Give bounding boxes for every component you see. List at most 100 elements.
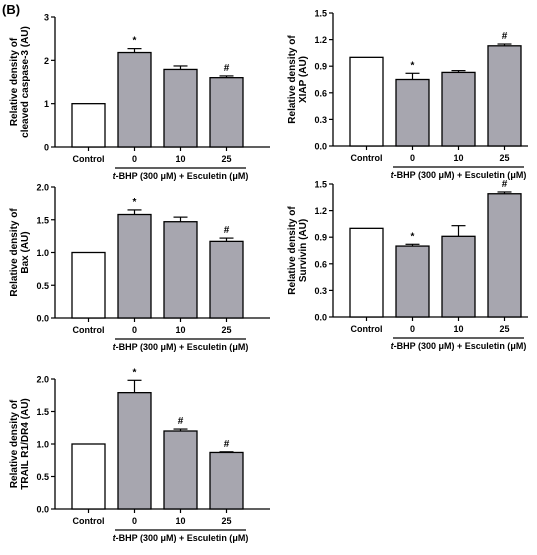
chart-panel-4: 0.0 0.5 1.0 1.5 2.0 Relative density of TRAIL … <box>9 367 270 543</box>
significance-hash: # <box>224 63 230 74</box>
treatment-label-part: μ <box>161 171 167 181</box>
x-tick-label: 25 <box>221 154 231 164</box>
y-tick-label: 0.5 <box>36 281 49 291</box>
treatment-label-part: M) + Esculetin ( <box>166 171 232 181</box>
treatment-label-part: M) <box>238 342 249 352</box>
significance-hash: # <box>224 439 230 450</box>
x-tick-label: 0 <box>410 153 415 163</box>
treatment-label-part: μ <box>232 533 238 543</box>
treatment-label-part: t <box>113 533 117 543</box>
x-tick-label: 10 <box>175 154 185 164</box>
y-tick-label: 1 <box>44 99 49 109</box>
x-tick-label: Control <box>351 324 383 334</box>
y-tick-label: 1.5 <box>314 9 327 19</box>
y-tick-label: 0.5 <box>36 472 49 482</box>
panel-label: (B) <box>2 2 20 17</box>
y-tick-label: 2 <box>44 56 49 66</box>
treatment-label-part: t <box>391 341 395 351</box>
x-tick-label: 10 <box>175 325 185 335</box>
y-axis-label: cleaved caspase-3 (AU) <box>20 26 31 138</box>
y-axis-label: Relative density of <box>9 208 20 297</box>
x-tick-label: 0 <box>132 516 137 526</box>
y-axis-label: Bax (AU) <box>20 231 31 273</box>
significance-hash: # <box>224 225 230 236</box>
y-axis-label: XIAP (AU) <box>298 56 309 103</box>
treatment-label-part: M) + Esculetin ( <box>166 342 232 352</box>
x-tick-label: Control <box>73 516 105 526</box>
y-tick-label: 2.0 <box>36 375 49 385</box>
chart-panel-2: 0.0 0.5 1.0 1.5 2.0 Relative density of Bax (A… <box>9 183 270 352</box>
y-tick-label: 0.6 <box>314 259 327 269</box>
treatment-label-part: M) <box>238 533 249 543</box>
significance-hash: # <box>502 31 508 42</box>
x-tick-label: 25 <box>499 324 509 334</box>
bar-25 <box>487 45 522 147</box>
treatment-label: t-BHP (300 μM) + Esculetin (μM) <box>113 533 249 543</box>
y-tick-label: 0.3 <box>314 115 327 125</box>
y-tick-label: 0.9 <box>314 233 327 243</box>
treatment-label-part: M) + Esculetin ( <box>166 533 232 543</box>
treatment-label-part: M) <box>238 171 249 181</box>
x-tick-label: 25 <box>499 153 509 163</box>
chart-panel-3: 0.0 0.3 0.6 0.9 1.2 1.5 Relative density of Sur… <box>287 179 528 351</box>
treatment-label: t-BHP (300 μM) + Esculetin (μM) <box>113 342 249 352</box>
x-tick-label: Control <box>351 153 383 163</box>
y-tick-label: 1.2 <box>314 35 327 45</box>
y-tick-label: 0.3 <box>314 286 327 296</box>
bar-25 <box>209 240 244 319</box>
bar-0 <box>117 213 152 319</box>
x-tick-label: 0 <box>132 325 137 335</box>
bar-0 <box>395 78 430 147</box>
bar-25 <box>209 77 244 148</box>
bar-0 <box>117 51 152 148</box>
treatment-label-part: -BHP (300 <box>116 533 161 543</box>
bar-Control <box>71 443 106 510</box>
y-tick-label: 3 <box>44 13 49 23</box>
y-axis-label: Survivin (AU) <box>298 219 309 282</box>
treatment-label-part: M) <box>516 170 527 180</box>
y-tick-label: 0 <box>44 143 49 153</box>
x-tick-label: 0 <box>132 154 137 164</box>
significance-hash: # <box>178 416 184 427</box>
y-tick-label: 0.0 <box>314 313 327 323</box>
y-tick-label: 1.5 <box>314 180 327 190</box>
y-tick-label: 1.0 <box>36 440 49 450</box>
treatment-label-part: t <box>113 171 117 181</box>
significance-star: * <box>411 60 415 71</box>
treatment-label-part: t <box>391 170 395 180</box>
bar-Control <box>349 56 384 147</box>
treatment-label: t-BHP (300 μM) + Esculetin (μM) <box>113 171 249 181</box>
treatment-label-part: -BHP (300 <box>116 171 161 181</box>
significance-star: * <box>411 231 415 242</box>
x-tick-label: 0 <box>410 324 415 334</box>
y-axis-label: Relative density of <box>9 399 20 488</box>
treatment-label: t-BHP (300 μM) + Esculetin (μM) <box>391 170 527 180</box>
bar-25 <box>209 451 244 510</box>
y-axis-label: Relative density of <box>9 37 20 126</box>
y-tick-label: 0.9 <box>314 62 327 72</box>
significance-hash: # <box>502 179 508 190</box>
y-tick-label: 1.0 <box>36 248 49 258</box>
x-tick-label: 25 <box>221 325 231 335</box>
treatment-label-part: μ <box>232 342 238 352</box>
y-tick-label: 0.0 <box>36 314 49 324</box>
bar-10 <box>163 221 198 319</box>
bar-0 <box>117 391 152 510</box>
x-tick-label: Control <box>73 154 105 164</box>
y-tick-label: 1.5 <box>36 215 49 225</box>
bar-Control <box>349 227 384 318</box>
significance-star: * <box>133 367 137 378</box>
treatment-label-part: t <box>113 342 117 352</box>
treatment-label-part: μ <box>510 341 516 351</box>
x-tick-label: 10 <box>453 153 463 163</box>
bar-Control <box>71 103 106 148</box>
x-tick-label: 10 <box>175 516 185 526</box>
y-axis-label: TRAIL R1/DR4 (AU) <box>20 398 31 489</box>
y-tick-label: 0.0 <box>36 505 49 515</box>
bar-10 <box>441 235 476 318</box>
treatment-label-part: μ <box>161 533 167 543</box>
bar-10 <box>163 68 198 148</box>
treatment-label-part: -BHP (300 <box>394 341 439 351</box>
